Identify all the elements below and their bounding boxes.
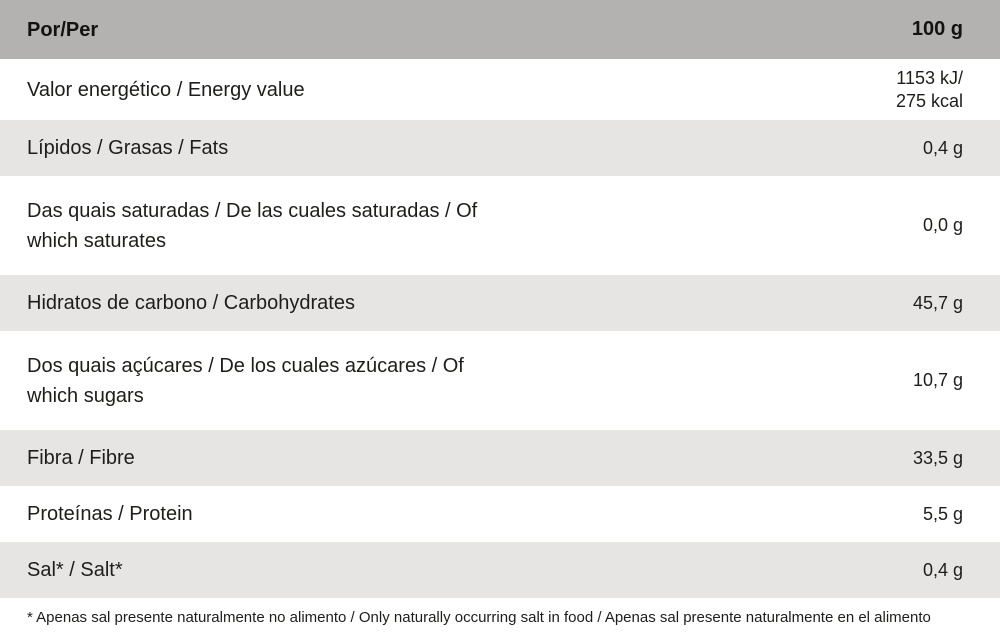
nutrient-value: 0,0 g (922, 215, 963, 236)
nutrient-value: 45,7 g (912, 292, 963, 313)
row-fibre: Fibra / Fibre 33,5 g (0, 430, 1000, 486)
row-fats: Lípidos / Grasas / Fats 0,4 g (0, 120, 1000, 176)
nutrient-value: 10,7 g (912, 370, 963, 391)
nutrient-value: 5,5 g (922, 503, 963, 524)
row-sugars: Dos quais açúcares / De los cuales azúca… (0, 331, 1000, 430)
nutrient-label: Dos quais açúcares / De los cuales azúca… (27, 354, 464, 407)
nutrient-label: Valor energético / Energy value (27, 78, 305, 101)
row-salt: Sal* / Salt* 0,4 g (0, 542, 1000, 598)
nutrient-label: Das quais saturadas / De las cuales satu… (27, 199, 478, 252)
row-saturates: Das quais saturadas / De las cuales satu… (0, 176, 1000, 275)
nutrient-label: Hidratos de carbono / Carbohydrates (27, 292, 355, 314)
nutrient-value: 33,5 g (912, 447, 963, 468)
nutrient-label: Proteínas / Protein (27, 503, 193, 525)
row-protein: Proteínas / Protein 5,5 g (0, 486, 1000, 542)
salt-footnote: * Apenas sal presente naturalmente no al… (27, 609, 931, 626)
nutrient-label: Sal* / Salt* (27, 559, 123, 581)
nutrient-value: 0,4 g (922, 137, 963, 158)
nutrient-value: 0,4 g (922, 559, 963, 580)
row-energy-value: Valor energético / Energy value 1153 kJ/… (0, 59, 1000, 120)
header-label: Por/Per (27, 18, 99, 41)
nutrient-label: Fibra / Fibre (27, 447, 135, 469)
nutrient-label: Lípidos / Grasas / Fats (27, 137, 229, 159)
row-carbohydrates: Hidratos de carbono / Carbohydrates 45,7… (0, 275, 1000, 331)
table-body: Valor energético / Energy value 1153 kJ/… (0, 59, 1000, 598)
header-value: 100 g (911, 18, 963, 40)
table-header-row: Por/Per 100 g (0, 0, 1000, 59)
nutrient-value: 1153 kJ/ 275 kcal (895, 68, 963, 111)
